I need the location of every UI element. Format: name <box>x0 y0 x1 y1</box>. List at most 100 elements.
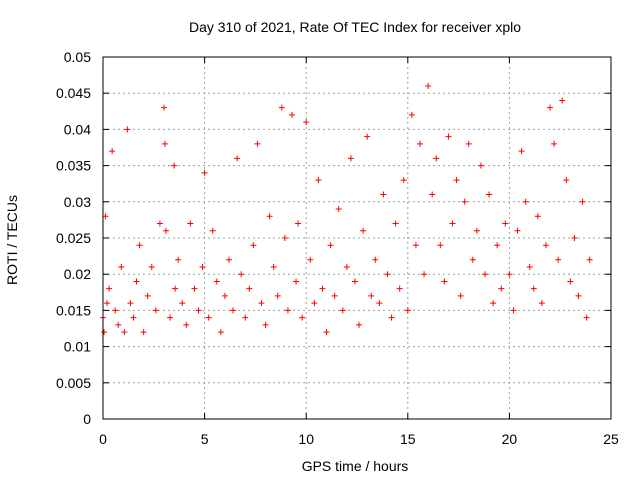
data-point <box>230 307 237 314</box>
data-point <box>160 104 167 111</box>
data-point <box>412 242 419 249</box>
grid-lines <box>103 57 611 419</box>
data-point <box>161 140 168 147</box>
data-point <box>473 227 480 234</box>
data-point <box>449 220 456 227</box>
data-point <box>453 177 460 184</box>
y-tick-label: 0.01 <box>64 339 91 355</box>
data-point <box>323 329 330 336</box>
data-point <box>586 256 593 263</box>
y-tick-label: 0.045 <box>56 85 91 101</box>
data-point <box>522 198 529 205</box>
data-point <box>506 271 513 278</box>
data-point <box>199 263 206 270</box>
data-point <box>339 307 346 314</box>
data-point <box>217 329 224 336</box>
data-point <box>288 111 295 118</box>
data-point <box>167 314 174 321</box>
data-point <box>538 300 545 307</box>
data-point <box>201 169 208 176</box>
x-tick-label: 0 <box>99 431 107 447</box>
data-point <box>118 263 125 270</box>
chart-title: Day 310 of 2021, Rate Of TEC Index for r… <box>189 19 521 35</box>
data-point <box>575 292 582 299</box>
data-point <box>347 155 354 162</box>
data-point <box>486 191 493 198</box>
data-point <box>559 97 566 104</box>
y-tick-label: 0.02 <box>64 266 91 282</box>
plot-area-frame <box>102 56 612 420</box>
data-point <box>404 307 411 314</box>
data-point <box>437 242 444 249</box>
data-point <box>195 307 202 314</box>
data-point <box>380 191 387 198</box>
x-tick-label: 5 <box>201 431 209 447</box>
x-tick-labels: 0 5 10 15 20 25 <box>99 431 619 447</box>
data-point <box>242 314 249 321</box>
data-point <box>225 256 232 263</box>
data-point <box>571 235 578 241</box>
data-point <box>179 300 186 307</box>
data-points <box>100 82 593 336</box>
data-point <box>388 314 395 321</box>
data-point <box>368 292 375 299</box>
data-point <box>490 300 497 307</box>
data-point <box>106 285 113 292</box>
data-point <box>246 285 253 292</box>
data-point <box>121 329 128 336</box>
data-point <box>284 307 291 314</box>
data-point <box>307 256 314 263</box>
x-tick-label: 10 <box>298 431 314 447</box>
data-point <box>250 242 257 249</box>
y-axis-title: ROTI / TECUs <box>4 195 20 285</box>
data-point <box>156 220 163 227</box>
data-point <box>433 155 440 162</box>
data-point <box>299 314 306 321</box>
data-point <box>187 220 194 227</box>
data-point <box>293 278 300 285</box>
data-point <box>331 292 338 299</box>
data-point <box>364 133 371 140</box>
data-point <box>238 271 245 278</box>
data-point <box>209 227 216 234</box>
data-point <box>327 242 334 249</box>
data-point <box>425 82 432 89</box>
data-point <box>319 285 326 292</box>
data-point <box>477 162 484 169</box>
x-tick-label: 15 <box>400 431 416 447</box>
data-point <box>162 227 169 234</box>
y-tick-label: 0.05 <box>64 49 91 65</box>
data-point <box>124 126 131 133</box>
data-point <box>335 206 342 213</box>
data-point <box>258 300 265 307</box>
data-point <box>482 271 489 278</box>
data-point <box>213 278 220 285</box>
data-point <box>465 140 472 147</box>
data-point <box>392 220 399 227</box>
data-point <box>441 278 448 285</box>
data-point <box>101 329 108 336</box>
data-point <box>205 314 212 321</box>
y-tick-label: 0.035 <box>56 158 91 174</box>
data-point <box>109 148 116 155</box>
data-point <box>400 177 407 184</box>
data-point <box>518 148 525 155</box>
data-point <box>262 321 269 328</box>
data-point <box>579 198 586 205</box>
data-point <box>416 140 423 147</box>
data-point <box>127 300 134 307</box>
data-point <box>555 256 562 263</box>
data-point <box>534 213 541 220</box>
data-point <box>510 307 517 314</box>
data-point <box>429 191 436 198</box>
data-point <box>563 177 570 184</box>
y-tick-label: 0.04 <box>64 121 91 137</box>
data-point <box>266 213 273 220</box>
data-point <box>469 256 476 263</box>
data-point <box>526 263 533 270</box>
data-point <box>311 300 318 307</box>
data-point <box>372 256 379 263</box>
data-point <box>343 263 350 270</box>
data-point <box>396 285 403 292</box>
